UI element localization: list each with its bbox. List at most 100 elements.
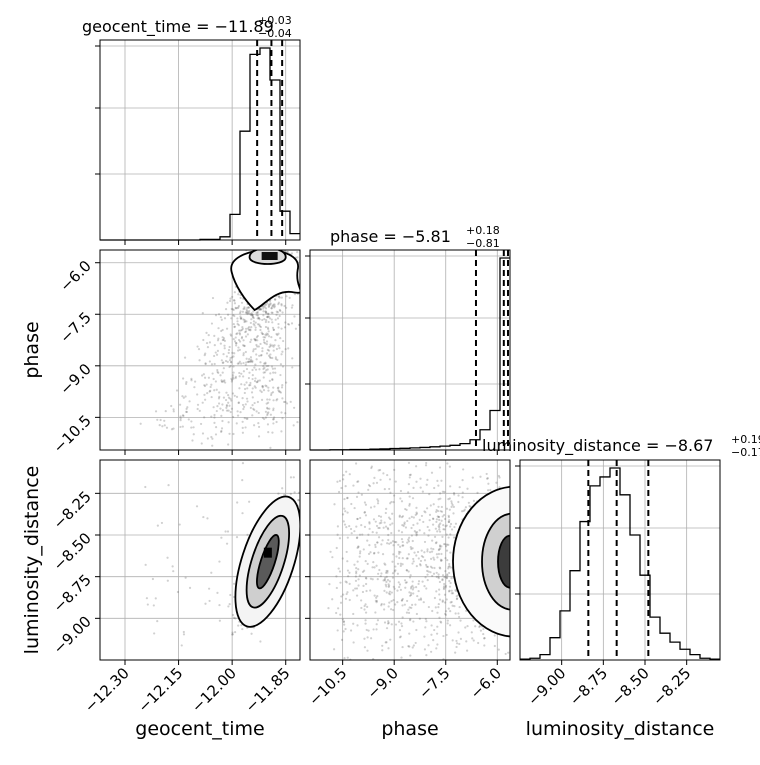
density-phase-vs-geocent-time-sample-point xyxy=(255,348,257,350)
density-phase-vs-geocent-time-sample-point xyxy=(228,352,230,354)
density-distance-vs-geocent-time-sample-point xyxy=(234,631,236,633)
density-distance-vs-phase-sample-point xyxy=(415,554,417,556)
density-distance-vs-phase-sample-point xyxy=(448,608,450,610)
density-phase-vs-geocent-time-sample-point xyxy=(221,381,223,383)
density-distance-vs-phase-sample-point xyxy=(494,634,496,636)
density-distance-vs-phase-sample-point xyxy=(397,563,399,565)
density-phase-vs-geocent-time-sample-point xyxy=(252,396,254,398)
density-phase-vs-geocent-time-sample-point xyxy=(242,311,244,313)
density-distance-vs-phase-sample-point xyxy=(425,464,427,466)
density-distance-vs-geocent-time-sample-point xyxy=(259,640,261,642)
density-distance-vs-phase-sample-point xyxy=(449,509,451,511)
density-distance-vs-phase-sample-point xyxy=(342,618,344,620)
density-phase-vs-geocent-time-sample-point xyxy=(219,374,221,376)
density-phase-vs-geocent-time-sample-point xyxy=(188,418,190,420)
density-distance-vs-phase-sample-point xyxy=(342,478,344,480)
density-distance-vs-phase-sample-point xyxy=(457,631,459,633)
density-distance-vs-phase-sample-point xyxy=(468,505,470,507)
density-distance-vs-phase-sample-point xyxy=(397,573,399,575)
density-phase-vs-geocent-time-sample-point xyxy=(250,407,252,409)
density-distance-vs-geocent-time-sample-point xyxy=(144,486,146,488)
density-phase-vs-geocent-time-sample-point xyxy=(236,320,238,322)
density-distance-vs-phase-sample-point xyxy=(424,541,426,543)
density-distance-vs-geocent-time-sample-point xyxy=(241,628,243,630)
density-distance-vs-phase-sample-point xyxy=(382,553,384,555)
density-distance-vs-phase-sample-point xyxy=(389,478,391,480)
density-distance-vs-phase-sample-point xyxy=(389,591,391,593)
title-phase-sub: −0.81 xyxy=(466,237,500,250)
density-distance-vs-phase-sample-point xyxy=(415,507,417,509)
density-distance-vs-phase-sample-point xyxy=(355,526,357,528)
density-distance-vs-phase-sample-point xyxy=(339,537,341,539)
density-distance-vs-phase-sample-point xyxy=(441,506,443,508)
density-distance-vs-phase-sample-point xyxy=(418,580,420,582)
density-distance-vs-geocent-time-sample-point xyxy=(167,484,169,486)
density-distance-vs-phase-sample-point xyxy=(365,583,367,585)
density-distance-vs-phase-sample-point xyxy=(474,625,476,627)
density-distance-vs-phase-sample-point xyxy=(346,560,348,562)
density-distance-vs-phase-sample-point xyxy=(432,639,434,641)
density-distance-vs-phase-sample-point xyxy=(379,479,381,481)
density-distance-vs-phase-sample-point xyxy=(433,573,435,575)
density-phase-vs-geocent-time-sample-point xyxy=(281,297,283,299)
density-distance-vs-phase-sample-point xyxy=(390,600,392,602)
density-phase-vs-geocent-time-sample-point xyxy=(172,428,174,430)
density-phase-vs-geocent-time-sample-point xyxy=(254,377,256,379)
density-distance-vs-phase-sample-point xyxy=(419,478,421,480)
density-distance-vs-phase-sample-point xyxy=(355,572,357,574)
density-distance-vs-phase-sample-point xyxy=(466,650,468,652)
density-distance-vs-phase-sample-point xyxy=(480,630,482,632)
density-phase-vs-geocent-time-sample-point xyxy=(263,389,265,391)
density-distance-vs-phase-sample-point xyxy=(468,502,470,504)
ylabel-phase: phase xyxy=(21,321,43,378)
hist-luminosity-distance-bin-15 xyxy=(670,642,680,660)
density-distance-vs-phase-sample-point xyxy=(400,563,402,565)
density-distance-vs-phase-sample-point xyxy=(398,621,400,623)
density-phase-vs-geocent-time-sample-point xyxy=(274,339,276,341)
density-phase-vs-geocent-time-sample-point xyxy=(272,407,274,409)
density-distance-vs-phase-sample-point xyxy=(472,619,474,621)
density-phase-vs-geocent-time-sample-point xyxy=(232,365,234,367)
density-phase-vs-geocent-time-sample-point xyxy=(210,416,212,418)
density-distance-vs-phase-sample-point xyxy=(367,489,369,491)
density-phase-vs-geocent-time-sample-point xyxy=(196,345,198,347)
density-distance-vs-phase-sample-point xyxy=(410,592,412,594)
density-distance-vs-phase-sample-point xyxy=(415,514,417,516)
density-phase-vs-geocent-time-sample-point xyxy=(291,357,293,359)
density-distance-vs-phase-sample-point xyxy=(355,567,357,569)
density-distance-vs-phase-sample-point xyxy=(344,628,346,630)
density-phase-vs-geocent-time-sample-point xyxy=(259,379,261,381)
density-phase-vs-geocent-time-sample-point xyxy=(269,353,271,355)
density-phase-vs-geocent-time-sample-point xyxy=(250,326,252,328)
density-distance-vs-phase-sample-point xyxy=(420,487,422,489)
density-distance-vs-phase-sample-point xyxy=(410,548,412,550)
density-distance-vs-phase-sample-point xyxy=(391,623,393,625)
density-phase-vs-geocent-time-sample-point xyxy=(220,316,222,318)
density-distance-vs-phase-sample-point xyxy=(448,521,450,523)
density-distance-vs-phase-sample-point xyxy=(444,601,446,603)
density-distance-vs-phase-sample-point xyxy=(438,553,440,555)
density-phase-vs-geocent-time-sample-point xyxy=(282,365,284,367)
density-phase-vs-geocent-time-sample-point xyxy=(194,380,196,382)
density-distance-vs-phase-sample-point xyxy=(393,588,395,590)
density-phase-vs-geocent-time-sample-point xyxy=(203,373,205,375)
density-distance-vs-phase-sample-point xyxy=(342,474,344,476)
density-phase-vs-geocent-time-sample-point xyxy=(275,399,277,401)
density-phase-vs-geocent-time-sample-point xyxy=(206,342,208,344)
density-distance-vs-phase-sample-point xyxy=(364,623,366,625)
density-distance-vs-phase-sample-point xyxy=(384,521,386,523)
density-phase-vs-geocent-time-sample-point xyxy=(160,419,162,421)
density-distance-vs-phase-sample-point xyxy=(347,569,349,571)
density-distance-vs-phase-sample-point xyxy=(401,604,403,606)
density-distance-vs-phase-sample-point xyxy=(414,604,416,606)
density-distance-vs-phase-sample-point xyxy=(364,511,366,513)
density-phase-vs-geocent-time-sample-point xyxy=(271,432,273,434)
density-phase-vs-geocent-time-sample-point xyxy=(234,291,236,293)
density-phase-vs-geocent-time-sample-point xyxy=(284,326,286,328)
density-phase-vs-geocent-time-sample-point xyxy=(265,411,267,413)
density-distance-vs-geocent-time-sample-point xyxy=(227,530,229,532)
density-phase-vs-geocent-time-sample-point xyxy=(200,423,202,425)
density-distance-vs-phase-sample-point xyxy=(448,580,450,582)
density-distance-vs-phase-sample-point xyxy=(486,478,488,480)
density-distance-vs-phase-sample-point xyxy=(379,522,381,524)
